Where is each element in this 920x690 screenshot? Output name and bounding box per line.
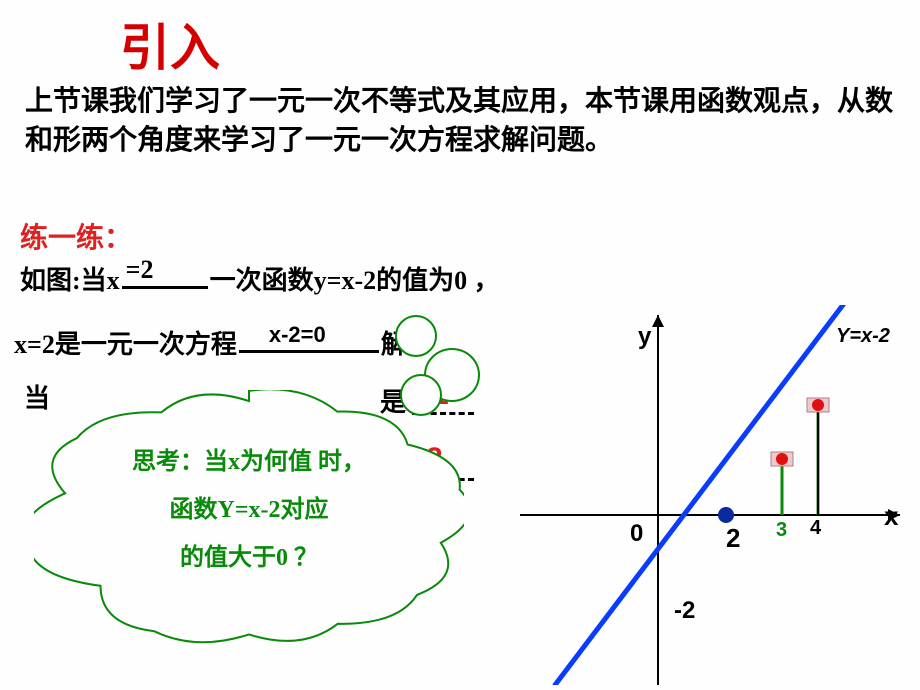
practice-heading: 练一练： bbox=[20, 216, 132, 256]
line1-mid: 一次函数y=x-2的值为0 ， bbox=[210, 266, 500, 295]
line1-answer: =2 bbox=[126, 255, 154, 285]
cloud-line: 思考：当x为何值 时， bbox=[64, 438, 434, 486]
y-axis-label: y bbox=[638, 323, 651, 351]
line-equation-label: Y=x-2 bbox=[836, 325, 890, 348]
intro-paragraph: 上节课我们学习了一元一次不等式及其应用，本节课用函数观点，从数和形两个角度来学习… bbox=[25, 82, 895, 160]
origin-label: 0 bbox=[630, 520, 643, 548]
y-tick--2: -2 bbox=[674, 597, 695, 625]
x-tick-4: 4 bbox=[810, 517, 821, 540]
graph-labels: y x 0 Y=x-2 2 34 -2 bbox=[520, 305, 920, 685]
cloud-line: 的值大于0 ？ bbox=[64, 534, 434, 582]
x-tick-3: 3 bbox=[776, 519, 787, 542]
line1-prefix: 如图:当x bbox=[20, 266, 120, 295]
cloud-line: 函数Y=x-2对应 bbox=[64, 486, 434, 534]
page-title: 引入 bbox=[120, 8, 220, 80]
exercise-line-1: 如图:当x =2 一次函数y=x-2的值为0 ， bbox=[20, 260, 500, 297]
line2-answer: x-2=0 bbox=[269, 322, 326, 348]
x-tick-2: 2 bbox=[726, 523, 740, 554]
x-axis-label: x bbox=[884, 501, 898, 532]
exercise-line-2: x=2是一元一次方程 x-2=0 解. bbox=[14, 324, 413, 361]
bubble bbox=[395, 315, 437, 357]
line2-prefix: x=2是一元一次方程 bbox=[14, 330, 237, 359]
cloud-text: 思考：当x为何值 时，函数Y=x-2对应的值大于0 ？ bbox=[64, 438, 434, 582]
